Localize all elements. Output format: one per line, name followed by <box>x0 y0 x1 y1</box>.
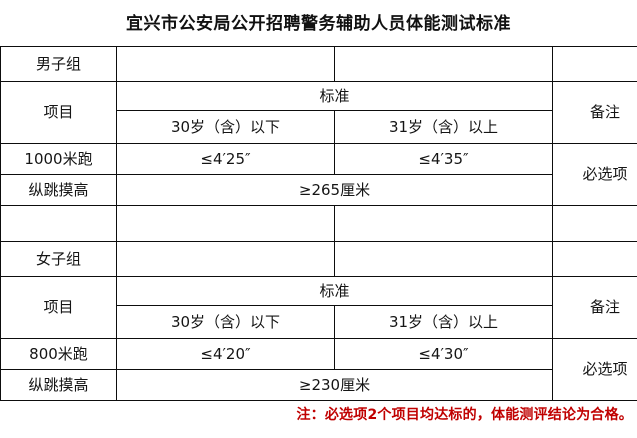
men-header-item: 项目 <box>0 81 117 145</box>
women-group-blank-note <box>552 241 637 278</box>
women-800m-young-value: ≤4′20″ <box>116 338 335 371</box>
men-1000m-young-value: ≤4′25″ <box>116 143 335 176</box>
spacer-cell-item <box>0 205 117 243</box>
women-header-age-young: 30岁（含）以下 <box>116 305 335 340</box>
women-header-note: 备注 <box>552 276 637 340</box>
men-note-required: 必选项 <box>552 143 637 207</box>
men-group-blank-a <box>116 46 335 83</box>
men-header-age-old: 31岁（含）以上 <box>334 110 553 145</box>
men-header-note: 备注 <box>552 81 637 145</box>
spacer-cell-a <box>116 205 335 243</box>
table-row-women-vertical-jump: 纵跳摸高 ≥230厘米 <box>0 369 637 402</box>
women-header-standard: 标准 <box>116 276 553 307</box>
women-header-age-old: 31岁（含）以上 <box>334 305 553 340</box>
spacer-cell-note <box>552 205 637 243</box>
men-vertical-jump-value: ≥265厘米 <box>116 174 553 207</box>
men-group-blank-note <box>552 46 637 83</box>
table-row-men-run: 1000米跑 ≤4′25″ ≤4′35″ 必选项 <box>0 143 637 207</box>
table-row-women-run: 800米跑 ≤4′20″ ≤4′30″ 必选项 <box>0 338 637 402</box>
women-item-800m-run: 800米跑 <box>0 338 117 371</box>
table-row-men-vertical-jump: 纵跳摸高 ≥265厘米 <box>0 174 637 207</box>
women-group-blank-b <box>334 241 553 278</box>
table-row-women-standard-header: 项目 标准 备注 <box>0 276 637 340</box>
group-label-women: 女子组 <box>0 241 117 278</box>
men-header-standard: 标准 <box>116 81 553 112</box>
women-group-blank-a <box>116 241 335 278</box>
women-header-item: 项目 <box>0 276 117 340</box>
men-item-vertical-jump: 纵跳摸高 <box>0 174 117 207</box>
spacer-cell-b <box>334 205 553 243</box>
group-label-men: 男子组 <box>0 46 117 83</box>
table-row-women-group: 女子组 <box>0 241 637 278</box>
women-item-vertical-jump: 纵跳摸高 <box>0 369 117 402</box>
page-title: 宜兴市公安局公开招聘警务辅助人员体能测试标准 <box>126 14 511 34</box>
table-row-men-age-header: 30岁（含）以下 31岁（含）以上 <box>1 110 637 145</box>
table-row-men-standard-header: 项目 标准 备注 <box>0 81 637 145</box>
men-item-1000m-run: 1000米跑 <box>0 143 117 176</box>
women-note-required: 必选项 <box>552 338 637 402</box>
women-vertical-jump-value: ≥230厘米 <box>116 369 553 402</box>
table-row-women-age-header: 30岁（含）以下 31岁（含）以上 <box>1 305 637 340</box>
table-row-men-group: 男子组 <box>0 46 637 83</box>
men-header-age-young: 30岁（含）以下 <box>116 110 335 145</box>
footnote-required-items: 注：必选项2个项目均达标的，体能测评结论为合格。 <box>296 407 633 424</box>
men-1000m-old-value: ≤4′35″ <box>334 143 553 176</box>
table-row-spacer <box>0 205 637 243</box>
men-group-blank-b <box>334 46 553 83</box>
women-800m-old-value: ≤4′30″ <box>334 338 553 371</box>
fitness-standards-table: 男子组 项目 标准 备注 30岁（含）以下 31岁（含）以上 1000米跑 ≤4… <box>0 46 637 402</box>
